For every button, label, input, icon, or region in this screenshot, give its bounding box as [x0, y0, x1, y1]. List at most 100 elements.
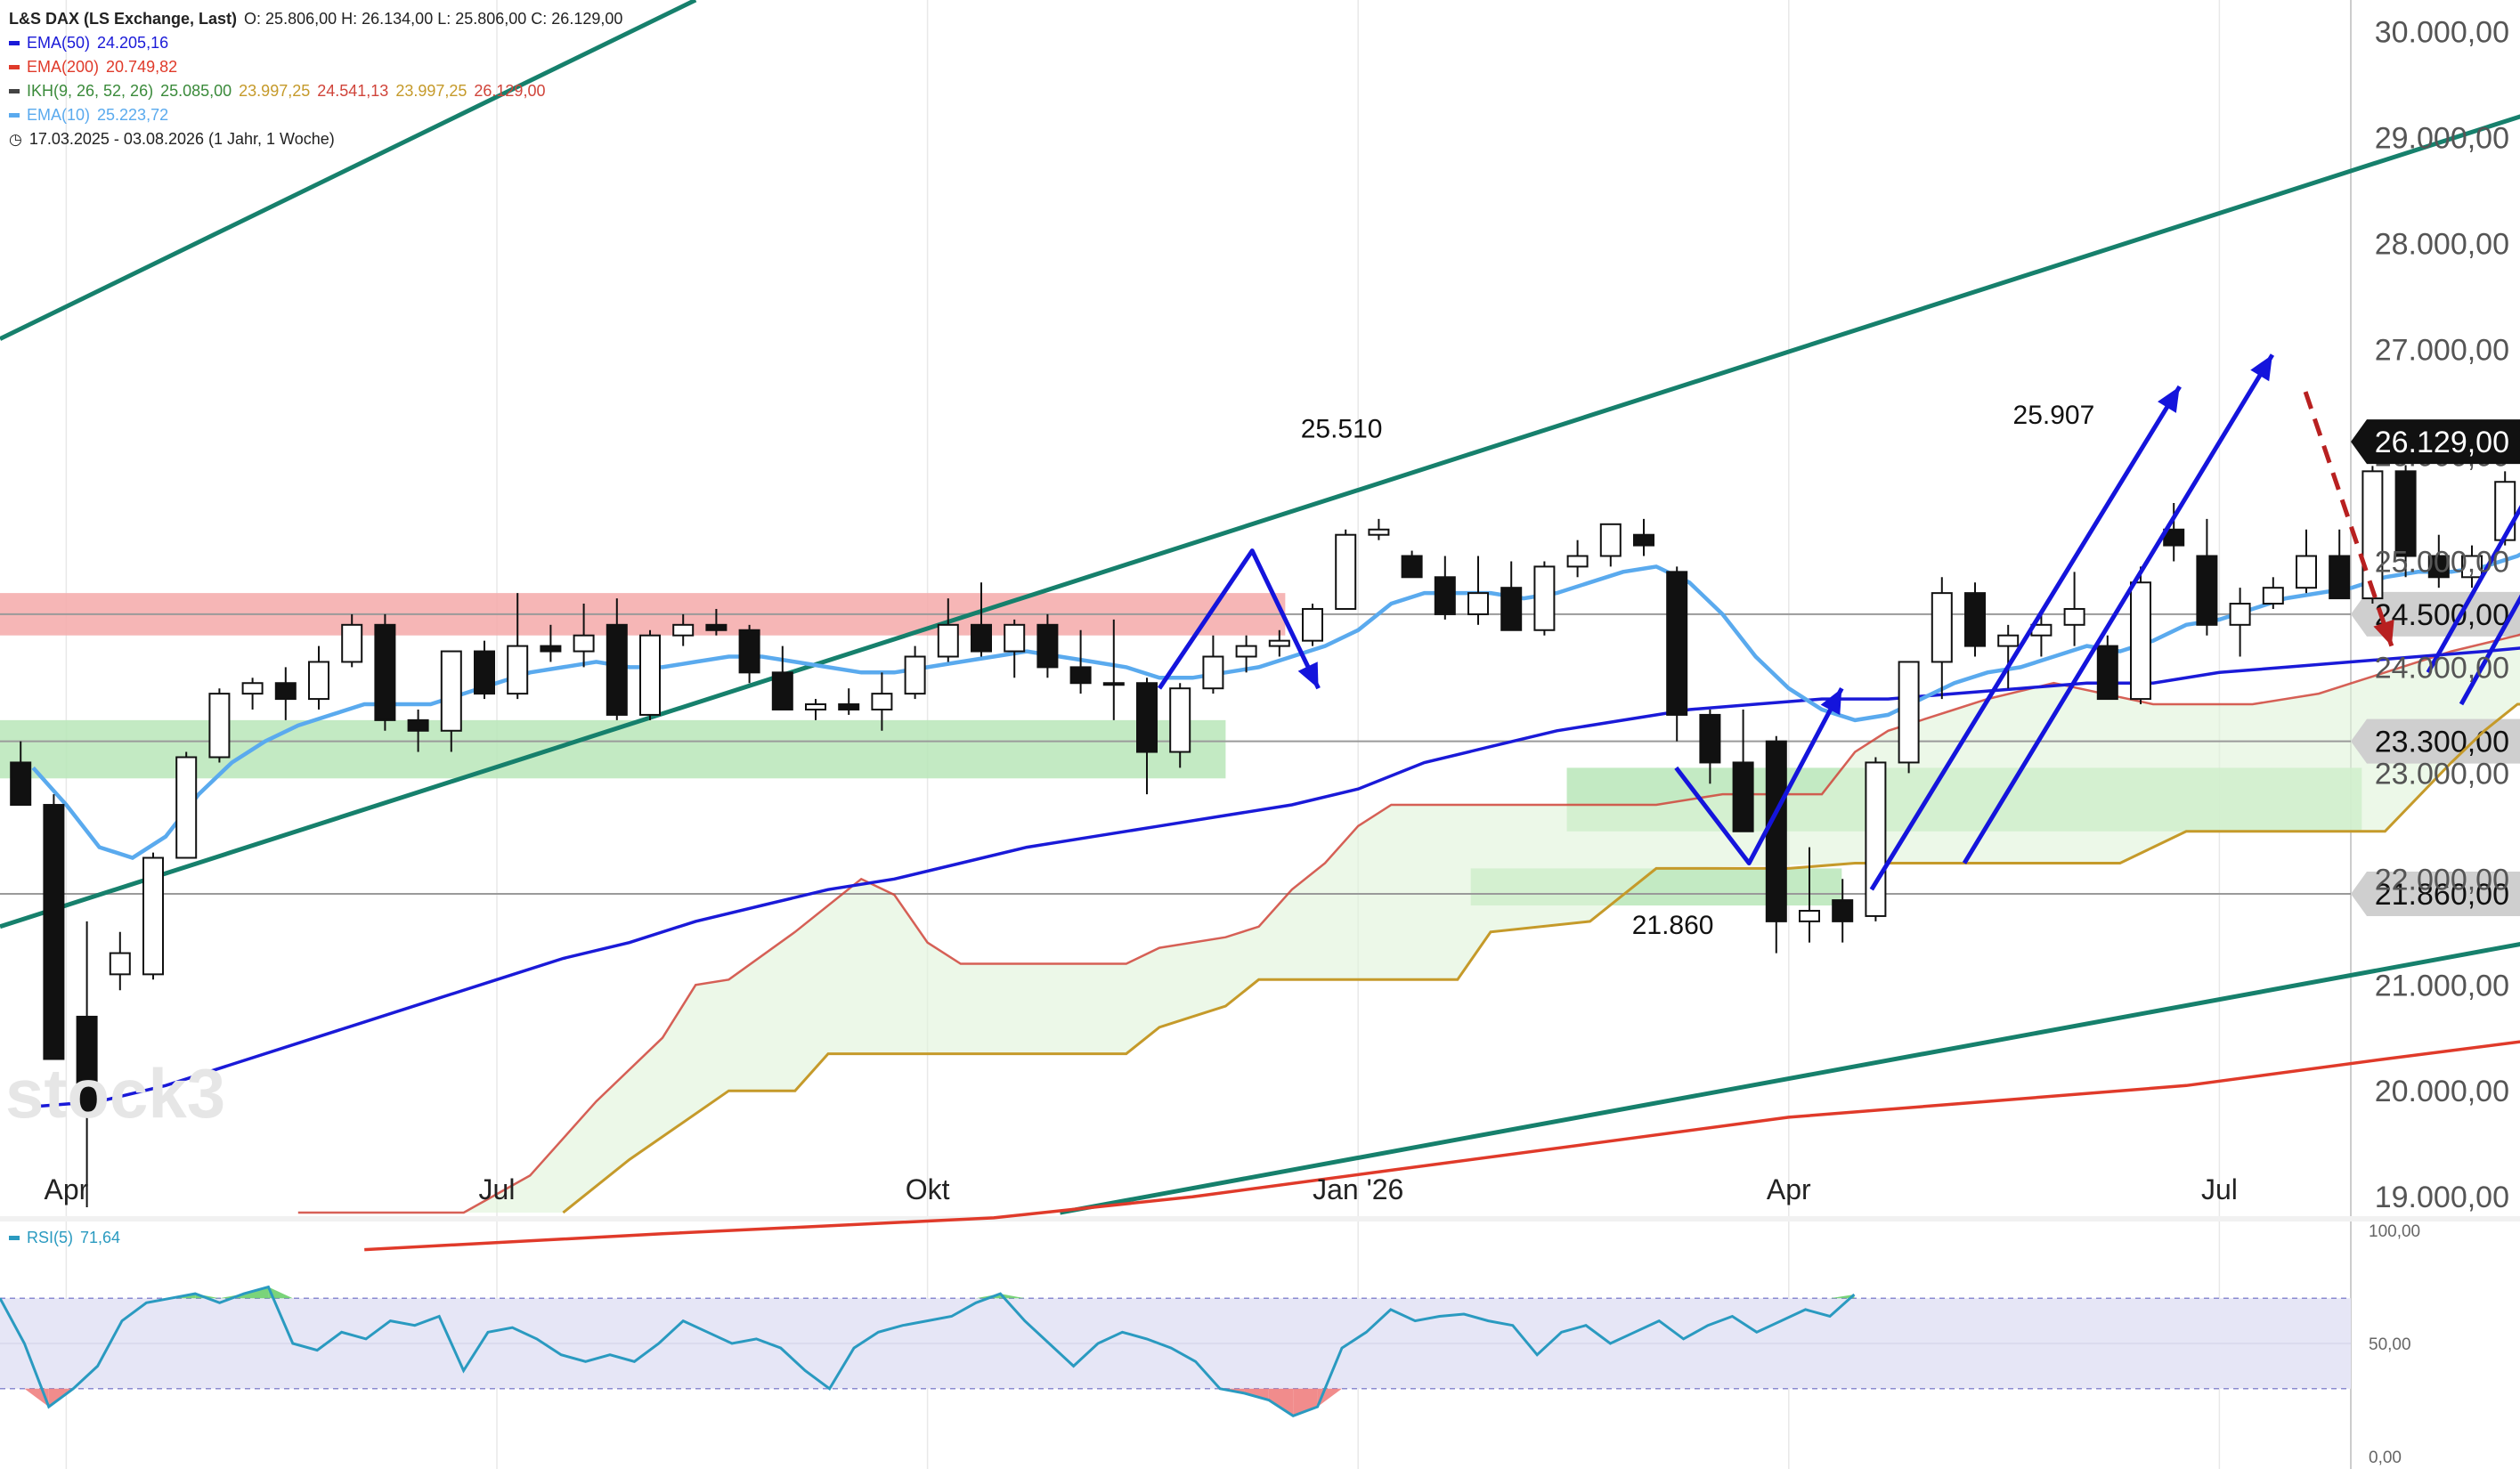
ema200-label: EMA(200): [27, 58, 100, 76]
arrow-head: [2158, 386, 2180, 413]
candle-body-up: [1599, 523, 1622, 557]
projection-arrow: [2459, 594, 2520, 706]
candle: [308, 645, 329, 710]
ikh-value-1: 25.085,00: [160, 82, 232, 100]
candle-body-down: [1832, 899, 1854, 922]
candle-body-up: [241, 682, 264, 695]
candle: [507, 593, 529, 700]
arrow-shaft: [2426, 505, 2520, 674]
candle-body-up: [1368, 528, 1390, 536]
candle-body-down: [2329, 555, 2351, 600]
candle: [1202, 635, 1224, 694]
time-tick-label: Jul: [2201, 1173, 2238, 1205]
legend-ema200[interactable]: EMA(200) 20.749,82: [9, 55, 622, 79]
candle: [1069, 629, 1092, 694]
arrow-shaft: [1869, 385, 2182, 891]
candle-body-down: [540, 645, 562, 653]
arrow-shaft: [1157, 548, 1321, 690]
projection-arrow: [2426, 505, 2520, 674]
candle-body-up: [175, 756, 198, 859]
candle-body-down: [2196, 555, 2218, 626]
price-annotation: 25.907: [2013, 401, 2095, 430]
legend-ema50[interactable]: EMA(50) 24.205,16: [9, 31, 622, 55]
arrow-head: [1297, 661, 1319, 689]
time-tick-label: Apr: [1767, 1173, 1811, 1205]
candle-body-down: [1964, 592, 1986, 647]
price-tick-label: 22.000,00: [2375, 863, 2509, 897]
candle-body-down: [1699, 713, 1721, 764]
candle-body-down: [1136, 682, 1158, 753]
rsi-overbought-fill: [1830, 1295, 1855, 1299]
candle: [639, 629, 661, 720]
candle: [2361, 466, 2384, 605]
ichimoku-cloud: [297, 634, 2520, 1213]
rsi-oversold-fill: [1293, 1388, 1318, 1416]
legend-period: ◷ 17.03.2025 - 03.08.2026 (1 Jahr, 1 Woc…: [9, 127, 622, 151]
chart-title: L&S DAX (LS Exchange, Last): [9, 10, 238, 28]
legend-ikh[interactable]: IKH(9, 26, 52, 26) 25.085,00 23.997,25 2…: [9, 79, 622, 103]
candle: [175, 751, 198, 859]
trend-channel: [0, 0, 2520, 1215]
arrow-shaft: [2459, 594, 2520, 706]
price-tick-label: 24.000,00: [2375, 651, 2509, 685]
candle: [1964, 582, 1986, 657]
ema200-swatch: [9, 65, 20, 69]
ichimoku-cloud-area: [297, 634, 2520, 1213]
candle: [672, 613, 695, 646]
candle-body-up: [1169, 687, 1191, 753]
candle: [1865, 757, 1887, 921]
candle: [440, 650, 462, 752]
candle-body-up: [2296, 555, 2317, 589]
candle-body-up: [904, 655, 926, 695]
candle-body-down: [1069, 666, 1092, 685]
candle: [838, 688, 860, 715]
level-price-tag: 23.300,00: [2351, 718, 2520, 764]
candle-body-up: [805, 703, 826, 710]
candle-body-up: [2461, 555, 2483, 579]
candle: [341, 613, 363, 668]
price-axis: 19.000,00 20.000,00 21.000,00 22.000,00 23.0…: [2351, 16, 2520, 1214]
dashed-down-arrow: [2303, 391, 2394, 647]
candle-body-up: [2229, 603, 2251, 626]
candle: [2329, 529, 2351, 600]
candle-body-up: [1865, 761, 1887, 917]
candle-body-up: [1533, 565, 1556, 631]
legend-ema10[interactable]: EMA(10) 25.223,72: [9, 103, 622, 127]
candle: [76, 921, 98, 1208]
trend-channel-line: [0, 0, 697, 341]
candle-body-up: [1566, 555, 1589, 568]
candle-body-down: [10, 761, 32, 807]
price-tick-label: 27.000,00: [2375, 334, 2509, 368]
candle: [1566, 540, 1589, 578]
arrow-shaft: [2303, 391, 2394, 647]
ikh-label: IKH(9, 26, 52, 26): [27, 82, 154, 100]
rsi-value: 71,64: [80, 1229, 121, 1246]
candle-body-up: [440, 650, 462, 732]
level-tag-bg: [2351, 718, 2520, 764]
candle-body-up: [1799, 909, 1820, 922]
ema200-value: 20.749,82: [106, 58, 178, 76]
candle: [407, 709, 429, 752]
candle: [2096, 635, 2118, 701]
ema10-label: EMA(10): [27, 106, 91, 124]
rsi-legend[interactable]: RSI(5) 71,64: [9, 1229, 120, 1247]
candle: [241, 678, 264, 710]
candle-body-down: [971, 623, 992, 653]
candle-body-up: [142, 856, 164, 976]
candle-body-up: [871, 693, 893, 710]
candle: [10, 741, 32, 807]
rsi-tick-label: 0,00: [2369, 1449, 2402, 1467]
candle-body-up: [1102, 682, 1125, 686]
candle: [1732, 709, 1754, 832]
candle: [738, 624, 760, 684]
period-range: 17.03.2025 - 03.08.2026 (1 Jahr, 1 Woche…: [28, 130, 335, 148]
candle-body-up: [1997, 634, 2020, 647]
panel-separator: [0, 1216, 2520, 1221]
candle: [1699, 709, 1721, 784]
candle-body-up: [1268, 639, 1290, 647]
time-tick-label: Apr: [45, 1173, 89, 1205]
candle-body-down: [771, 671, 793, 710]
ikh-swatch: [9, 89, 20, 93]
rsi-overbought-fill: [1000, 1294, 1025, 1299]
